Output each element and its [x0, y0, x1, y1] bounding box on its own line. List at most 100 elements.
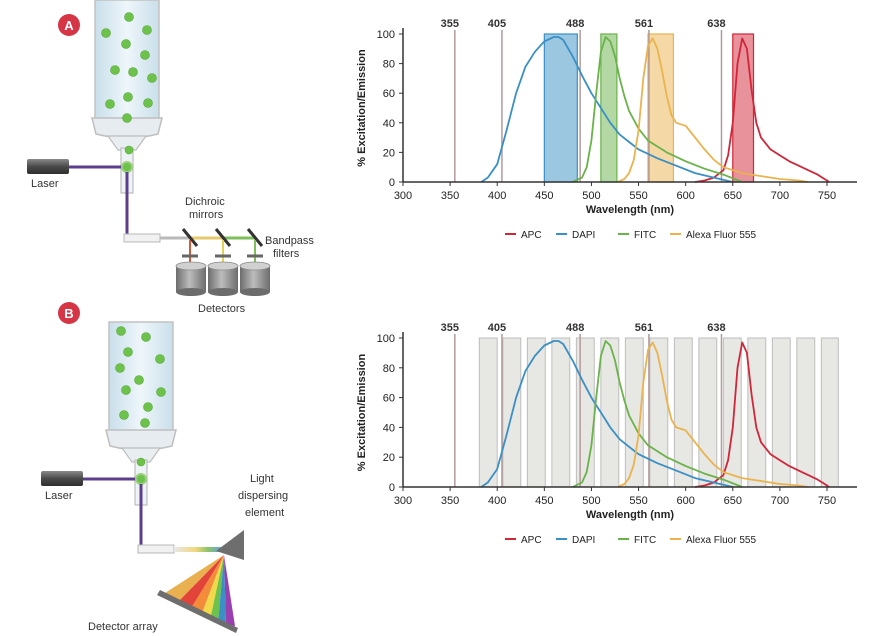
chart-b-x-tick-label-650: 650: [724, 495, 742, 507]
chart-b-laser-line-label-488: 488: [566, 322, 584, 334]
chart-b-detector-channel-3: [526, 337, 546, 488]
spectrum-chart-a: 355 405 488 561 638 0 20 40 60 80 100 300 350 400 450 5…: [356, 18, 857, 241]
bandpass-label-line1: Bandpass: [265, 235, 314, 247]
detector-array: [157, 590, 238, 633]
badge-letter-a: A: [64, 18, 74, 33]
chart-a-legend-label-apc: APC: [521, 230, 542, 241]
dispersing-label-line2: dispersing: [238, 490, 288, 502]
cells-b: [115, 326, 166, 467]
dichroic-label-line1: Dichroic: [185, 196, 225, 208]
chart-b-legend-label-fitc: FITC: [634, 535, 656, 546]
optical-path-b: [137, 484, 244, 560]
chart-b-y-tick-label-60: 60: [383, 393, 395, 405]
chart-b-laser-line-label-561: 561: [635, 322, 653, 334]
badge-circle-a: [58, 14, 80, 36]
dispersed-spectrum: [157, 555, 238, 633]
dichroic-mirror-2: [214, 228, 232, 247]
dichroic-label-line2: mirrors: [189, 209, 224, 221]
laser-label-b: Laser: [45, 490, 73, 502]
chart-b-detector-channel-12: [747, 337, 767, 488]
dispersing-label-line3: element: [245, 507, 284, 519]
chart-a-legend-label-dapi: DAPI: [572, 230, 595, 241]
chart-b-y-tick-label-100: 100: [377, 333, 395, 345]
chart-a-x-tick-label-500: 500: [582, 190, 600, 202]
cells-a: [101, 12, 157, 155]
chart-a-bandpass-filter-1: [543, 33, 578, 183]
chart-b-series-line-apc: [694, 341, 830, 488]
chart-b-x-tick-label-550: 550: [629, 495, 647, 507]
optical-path-a: [123, 172, 264, 266]
detectors-a: [175, 261, 271, 296]
chart-a-series-line-fitc: [572, 36, 743, 183]
chart-a-series-line-apc: [694, 37, 830, 183]
chart-a-x-tick-label-750: 750: [818, 190, 836, 202]
chart-a-x-tick-label-700: 700: [771, 190, 789, 202]
chart-b-x-tick-label-350: 350: [441, 495, 459, 507]
chart-a-laser-line-label-561: 561: [635, 18, 653, 30]
chart-a-x-tick-label-350: 350: [441, 190, 459, 202]
chart-a-legend-label-alexa-fluor-555: Alexa Fluor 555: [686, 230, 756, 241]
chart-b-detector-channel-6: [600, 337, 620, 488]
chart-b-x-tick-label-750: 750: [818, 495, 836, 507]
chart-a-x-axis-label: Wavelength (nm): [586, 204, 675, 216]
laser-b: Laser: [41, 471, 147, 502]
chart-b-x-tick-label-400: 400: [488, 495, 506, 507]
chart-a-x-tick-label-600: 600: [676, 190, 694, 202]
chart-a-y-tick-label-0: 0: [389, 177, 395, 189]
chart-b-laser-line-label-355: 355: [441, 322, 459, 334]
laser-label-a: Laser: [31, 178, 59, 190]
detectors-label: Detectors: [198, 303, 246, 315]
chart-a-x-tick-label-650: 650: [724, 190, 742, 202]
chart-a-x-tick-label-300: 300: [394, 190, 412, 202]
chart-a-laser-line-label-405: 405: [488, 18, 506, 30]
laser-body-b: [41, 471, 83, 486]
chart-a-laser-line-label-638: 638: [707, 18, 725, 30]
chart-b-legend-label-alexa-fluor-555: Alexa Fluor 555: [686, 535, 756, 546]
chart-b-x-tick-label-450: 450: [535, 495, 553, 507]
chart-b-series-line-alexa-fluor-555: [617, 341, 809, 488]
chart-b-detector-channel-5: [575, 337, 595, 488]
chart-b-x-tick-label-300: 300: [394, 495, 412, 507]
chart-a-series-line-alexa-fluor-555: [617, 37, 809, 183]
chart-b-detector-channel-15: [820, 337, 839, 488]
chart-a-legend-label-fitc: FITC: [634, 230, 656, 241]
chart-a-y-tick-label-20: 20: [383, 147, 395, 159]
dispersing-label-line1: Light: [250, 473, 274, 485]
chart-b-x-tick-label-500: 500: [582, 495, 600, 507]
chart-a-y-tick-label-40: 40: [383, 118, 395, 130]
excited-cell-a: [121, 161, 133, 173]
badge-circle-b: [58, 302, 80, 324]
chart-b-y-tick-label-40: 40: [383, 422, 395, 434]
chart-b-series-line-fitc: [572, 340, 743, 488]
chart-b-legend-label-dapi: DAPI: [572, 535, 595, 546]
chart-b-laser-line-label-638: 638: [707, 322, 725, 334]
light-dispersing-element: [216, 530, 244, 560]
chart-b-laser-line-label-405: 405: [488, 322, 506, 334]
dichroic-mirror-1: [181, 228, 199, 247]
panel-a-illustration: A Laser: [27, 0, 314, 315]
chart-b-y-tick-label-0: 0: [389, 482, 395, 494]
excited-cell-b: [135, 473, 147, 485]
chart-b-x-tick-label-600: 600: [676, 495, 694, 507]
chart-a-bandpass-filter-4: [732, 33, 755, 183]
panel-a-badge: A: [58, 14, 80, 36]
chart-a-series-line-dapi: [480, 36, 734, 183]
chart-a-y-tick-label-100: 100: [377, 29, 395, 41]
chart-a-x-tick-label-400: 400: [488, 190, 506, 202]
chart-b-legend-label-apc: APC: [521, 535, 542, 546]
chart-a-y-tick-label-80: 80: [383, 59, 395, 71]
panel-b-illustration: B Laser: [41, 302, 288, 633]
chart-b-series-line-dapi: [480, 340, 734, 488]
chart-b-y-axis-label: % Excitation/Emission: [356, 354, 368, 472]
spectrum-chart-b: 355 405 488 561 638 0 20 40 60 80 100 300 350 400 450 5…: [356, 322, 857, 546]
panel-b-badge: B: [58, 302, 80, 324]
chart-b-x-axis-label: Wavelength (nm): [586, 509, 675, 521]
detector-array-label: Detector array: [88, 621, 158, 633]
laser-a: Laser: [27, 159, 133, 190]
chart-a-laser-line-label-355: 355: [441, 18, 459, 30]
chart-a-y-axis-label: % Excitation/Emission: [356, 49, 368, 167]
chart-a-x-tick-label-550: 550: [629, 190, 647, 202]
chart-b-x-tick-label-700: 700: [771, 495, 789, 507]
chart-b-y-tick-label-80: 80: [383, 363, 395, 375]
badge-letter-b: B: [64, 306, 73, 321]
